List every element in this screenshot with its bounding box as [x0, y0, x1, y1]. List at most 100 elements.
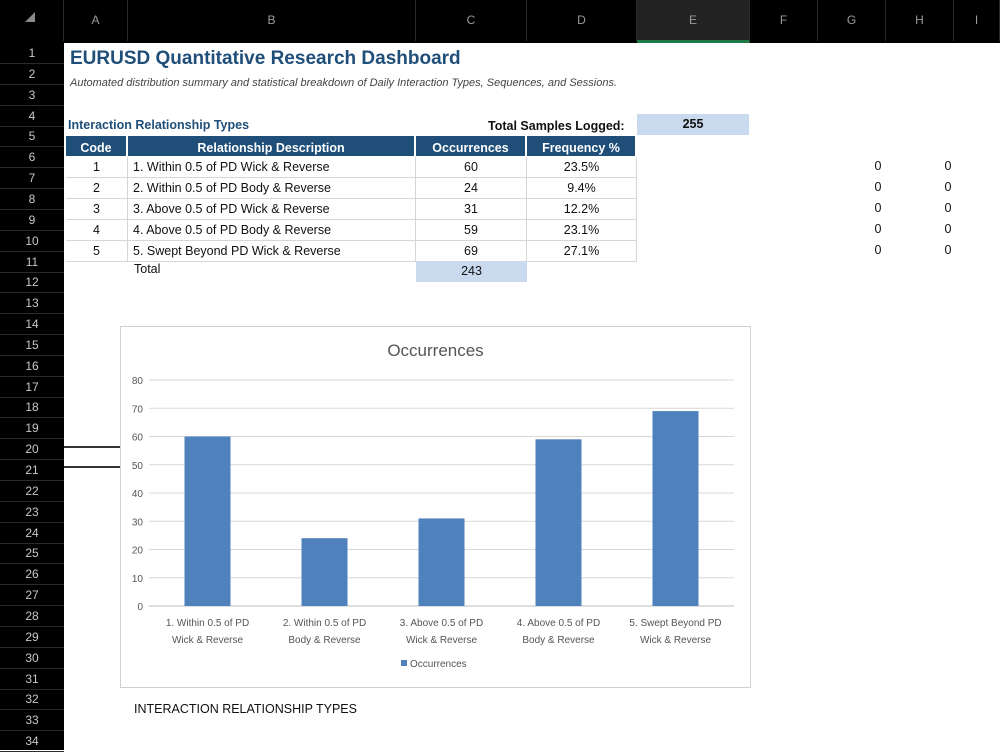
row-header-7[interactable]: 7 [0, 168, 64, 190]
page-subtitle[interactable]: Automated distribution summary and stati… [70, 77, 618, 89]
occurrences-chart[interactable]: Occurrences 0 10 20 30 40 50 60 70 80 1. Within 0… [120, 326, 751, 688]
table-cell-occ[interactable]: 60 [416, 157, 527, 178]
row-header-4[interactable]: 4 [0, 106, 64, 127]
select-all-corner[interactable] [0, 0, 64, 41]
table-cell-desc[interactable]: 5. Swept Beyond PD Wick & Reverse [128, 240, 416, 262]
table-cell-code[interactable]: 2 [66, 177, 128, 199]
row-header-1[interactable]: 1 [0, 43, 64, 64]
row-header-31[interactable]: 31 [0, 669, 64, 690]
page-title[interactable]: EURUSD Quantitative Research Dashboard [70, 48, 461, 69]
x-tick-label: Body & Reverse [288, 635, 361, 646]
x-tick-label: 4. Above 0.5 of PD [517, 618, 600, 629]
row-header-27[interactable]: 27 [0, 585, 64, 607]
row-header-10[interactable]: 10 [0, 231, 64, 252]
side-value-h[interactable]: 0 [944, 179, 952, 194]
table-cell-occ[interactable]: 69 [416, 240, 527, 262]
footer-label[interactable]: INTERACTION RELATIONSHIP TYPES [134, 702, 357, 716]
y-tick-label: 10 [132, 574, 144, 585]
samples-value[interactable]: 255 [637, 114, 749, 135]
row-header-28[interactable]: 28 [0, 606, 64, 627]
table-cell-code[interactable]: 5 [66, 240, 128, 262]
table-cell-code[interactable]: 4 [66, 219, 128, 241]
y-tick-label: 0 [137, 602, 143, 613]
table-cell-freq[interactable]: 9.4% [527, 177, 637, 199]
row-header-30[interactable]: 30 [0, 648, 64, 669]
x-tick-label: 5. Swept Beyond PD [629, 618, 721, 629]
bar [535, 439, 582, 606]
total-label[interactable]: Total [134, 262, 161, 276]
column-header-f[interactable]: F [750, 0, 818, 41]
table-header-1[interactable]: Relationship Description [128, 136, 416, 156]
side-value-h[interactable]: 0 [944, 221, 952, 236]
column-header-h[interactable]: H [886, 0, 954, 41]
table-cell-desc[interactable]: 4. Above 0.5 of PD Body & Reverse [128, 219, 416, 241]
row-header-14[interactable]: 14 [0, 314, 64, 336]
column-header-a[interactable]: A [64, 0, 128, 41]
row-header-15[interactable]: 15 [0, 335, 64, 356]
row-header-20[interactable]: 20 [0, 439, 64, 461]
table-cell-freq[interactable]: 23.1% [527, 219, 637, 241]
row-header-11[interactable]: 11 [0, 252, 64, 273]
side-value-h[interactable]: 0 [944, 200, 952, 215]
table-cell-desc[interactable]: 3. Above 0.5 of PD Wick & Reverse [128, 198, 416, 220]
row-header-19[interactable]: 19 [0, 418, 64, 440]
table-cell-desc[interactable]: 2. Within 0.5 of PD Body & Reverse [128, 177, 416, 199]
column-header-d[interactable]: D [527, 0, 637, 41]
table-header-3[interactable]: Frequency % [527, 136, 637, 156]
side-value-g[interactable]: 0 [874, 159, 882, 173]
connector-line[interactable] [64, 466, 120, 468]
row-header-2[interactable]: 2 [0, 64, 64, 85]
row-header-33[interactable]: 33 [0, 710, 64, 732]
table-cell-code[interactable]: 3 [66, 198, 128, 220]
side-value-h[interactable]: 0 [944, 159, 952, 173]
table-header-2[interactable]: Occurrences [416, 136, 527, 156]
select-all-icon[interactable] [25, 12, 35, 22]
row-header-17[interactable]: 17 [0, 377, 64, 398]
row-header-23[interactable]: 23 [0, 502, 64, 523]
row-header-9[interactable]: 9 [0, 210, 64, 231]
row-header-13[interactable]: 13 [0, 293, 64, 315]
table-header-0[interactable]: Code [66, 136, 128, 156]
table-cell-occ[interactable]: 24 [416, 177, 527, 199]
column-header-g[interactable]: G [818, 0, 886, 41]
total-value[interactable]: 243 [416, 261, 527, 282]
row-header-8[interactable]: 8 [0, 189, 64, 210]
table-cell-occ[interactable]: 59 [416, 219, 527, 241]
row-header-5[interactable]: 5 [0, 126, 64, 148]
column-header-e[interactable]: E [637, 0, 750, 43]
row-header-25[interactable]: 25 [0, 543, 64, 565]
table-cell-occ[interactable]: 31 [416, 198, 527, 220]
y-tick-label: 80 [132, 376, 144, 387]
row-header-18[interactable]: 18 [0, 397, 64, 419]
side-value-g[interactable]: 0 [874, 221, 882, 236]
side-value-g[interactable]: 0 [874, 179, 882, 194]
row-header-3[interactable]: 3 [0, 85, 64, 106]
side-value-g[interactable]: 0 [874, 242, 882, 257]
bar [184, 436, 231, 606]
column-header-c[interactable]: C [416, 0, 527, 41]
row-header-26[interactable]: 26 [0, 564, 64, 586]
table-cell-code[interactable]: 1 [66, 157, 128, 178]
side-value-h[interactable]: 0 [944, 242, 952, 257]
section-title[interactable]: Interaction Relationship Types [68, 118, 250, 132]
x-tick-label: Wick & Reverse [172, 635, 244, 646]
table-cell-desc[interactable]: 1. Within 0.5 of PD Wick & Reverse [128, 157, 416, 178]
row-header-34[interactable]: 34 [0, 731, 64, 752]
column-header-i[interactable]: I [954, 0, 1000, 41]
table-cell-freq[interactable]: 12.2% [527, 198, 637, 220]
row-header-12[interactable]: 12 [0, 272, 64, 294]
connector-line[interactable] [64, 446, 120, 448]
y-tick-label: 30 [132, 517, 144, 528]
row-header-16[interactable]: 16 [0, 356, 64, 377]
row-header-22[interactable]: 22 [0, 481, 64, 502]
side-value-g[interactable]: 0 [874, 200, 882, 215]
row-header-32[interactable]: 32 [0, 689, 64, 711]
row-header-6[interactable]: 6 [0, 147, 64, 169]
table-cell-freq[interactable]: 23.5% [527, 157, 637, 178]
row-header-24[interactable]: 24 [0, 523, 64, 544]
column-header-b[interactable]: B [128, 0, 416, 41]
row-header-29[interactable]: 29 [0, 627, 64, 648]
samples-label[interactable]: Total Samples Logged: [488, 119, 625, 133]
row-header-21[interactable]: 21 [0, 460, 64, 481]
table-cell-freq[interactable]: 27.1% [527, 240, 637, 262]
